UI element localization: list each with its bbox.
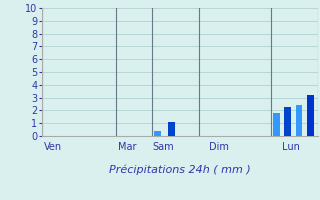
Text: Sam: Sam [153,142,174,152]
Text: Précipitations 24h ( mm ): Précipitations 24h ( mm ) [109,164,251,175]
Bar [273,113,280,136]
Bar [296,105,302,136]
Bar [168,122,175,136]
Bar [154,131,161,136]
Text: Lun: Lun [282,142,300,152]
Bar [284,107,292,136]
Text: Ven: Ven [44,142,62,152]
Text: Dim: Dim [209,142,229,152]
Bar [307,95,314,136]
Text: Mar: Mar [118,142,137,152]
